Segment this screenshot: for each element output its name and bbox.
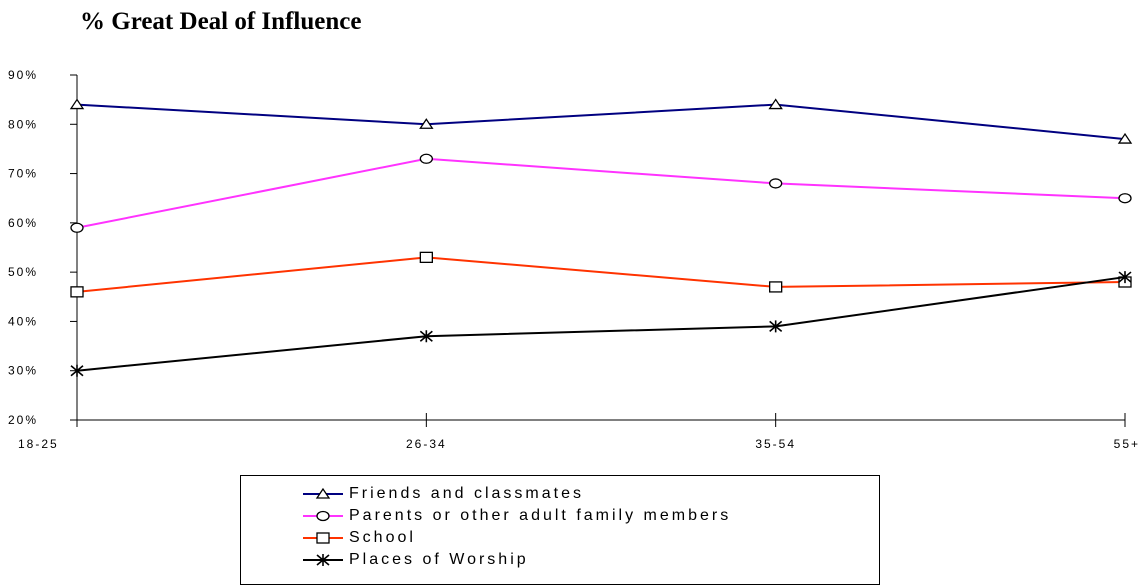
- x-tick-label: 55+: [1114, 437, 1140, 451]
- data-point: [1117, 132, 1133, 144]
- y-tick-label: 40%: [8, 314, 38, 328]
- legend-item-parents: Parents or other adult family members: [301, 506, 731, 526]
- y-tick-label: 90%: [8, 68, 38, 82]
- y-tick-label: 30%: [8, 364, 38, 378]
- data-point: [70, 286, 84, 298]
- data-point: [419, 330, 433, 343]
- y-tick-label: 80%: [8, 117, 38, 131]
- y-tick-label: 70%: [8, 167, 38, 181]
- data-point: [419, 251, 433, 264]
- legend-item-school: School: [301, 528, 416, 548]
- legend: Friends and classmates Parents or other …: [240, 475, 880, 585]
- line-chart: 90% 80% 70% 60% 50% 40% 30% 20% 18-25 26-34 35-54 5…: [8, 68, 1140, 451]
- legend-marker: [316, 554, 330, 566]
- series-line-1: [76, 157, 1126, 229]
- y-tick-label: 20%: [8, 413, 38, 427]
- legend-marker: [315, 487, 331, 499]
- data-point: [70, 364, 84, 377]
- data-point: [769, 178, 783, 189]
- legend-swatch-parents: [303, 510, 343, 522]
- y-tick-label: 50%: [8, 265, 38, 279]
- data-point: [70, 222, 84, 233]
- data-point: [69, 98, 85, 110]
- series-line-0: [76, 103, 1126, 141]
- data-point: [1118, 271, 1132, 284]
- legend-marker: [316, 510, 330, 522]
- data-point: [419, 118, 434, 129]
- legend-swatch-friends: [303, 487, 343, 499]
- data-point: [769, 281, 783, 293]
- legend-label-worship: Places of Worship: [349, 551, 529, 568]
- x-tick-label: 35-54: [755, 437, 796, 451]
- x-tick-label: 18-25: [18, 437, 59, 451]
- legend-label-school: School: [349, 529, 416, 546]
- series-line-2: [76, 256, 1126, 293]
- legend-marker: [316, 532, 330, 544]
- y-tick-label: 60%: [8, 216, 38, 230]
- data-point: [1118, 193, 1132, 204]
- data-point: [419, 153, 433, 164]
- legend-item-friends: Friends and classmates: [301, 484, 584, 504]
- legend-item-worship: Places of Worship: [301, 550, 529, 570]
- legend-swatch-worship: [303, 554, 343, 566]
- legend-label-friends: Friends and classmates: [349, 485, 584, 502]
- legend-label-parents: Parents or other adult family members: [349, 507, 732, 524]
- data-point: [769, 320, 783, 333]
- legend-swatch-school: [303, 532, 343, 544]
- data-point: [768, 98, 783, 110]
- x-tick-label: 26-34: [406, 437, 447, 451]
- series-line-3: [76, 276, 1126, 372]
- chart-title: % Great Deal of Influence: [80, 8, 362, 35]
